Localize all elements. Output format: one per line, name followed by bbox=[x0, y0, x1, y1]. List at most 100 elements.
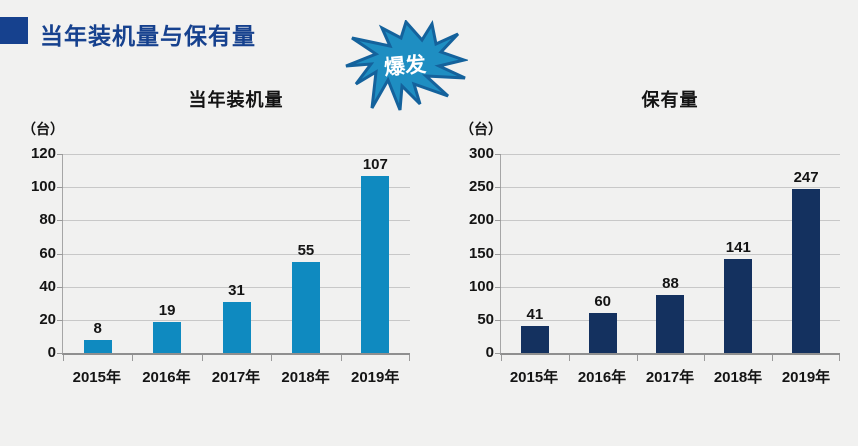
y-axis-tick-label: 40 bbox=[39, 277, 56, 295]
y-axis-tick-label: 150 bbox=[468, 244, 494, 262]
y-axis-tick bbox=[495, 286, 501, 288]
bar-value-label: 55 bbox=[297, 241, 315, 259]
y-axis-tick bbox=[495, 187, 501, 189]
x-axis-label: 2015年 bbox=[72, 369, 121, 386]
chart-annual-installations: 当年装机量 （台） 0 20 40 60 80 100 120 8 19 31 55 107 2015… bbox=[22, 86, 410, 416]
bar: 107 bbox=[361, 156, 390, 353]
x-axis-tick bbox=[201, 355, 203, 361]
bar-slot: 107 bbox=[341, 154, 410, 353]
x-axis-label: 2016年 bbox=[577, 369, 627, 386]
gridline bbox=[63, 286, 410, 288]
y-axis-tick bbox=[495, 353, 501, 354]
gridline bbox=[501, 220, 840, 222]
bar-slot: 55 bbox=[271, 154, 340, 353]
bar: 19 bbox=[153, 302, 182, 353]
x-axis-label: 2019年 bbox=[781, 369, 831, 386]
y-axis-tick-label: 100 bbox=[30, 178, 56, 196]
y-axis-tick-label: 80 bbox=[39, 211, 56, 229]
x-axis-tick bbox=[132, 355, 134, 361]
gridline bbox=[63, 220, 410, 222]
y-axis-tick-label: 0 bbox=[485, 344, 494, 361]
gridline bbox=[63, 154, 410, 155]
x-axis-tick bbox=[568, 355, 570, 361]
y-axis-tick-label: 200 bbox=[468, 211, 494, 229]
y-axis-tick-label: 60 bbox=[39, 244, 56, 262]
bar: 31 bbox=[222, 282, 251, 353]
chart-title: 当年装机量 bbox=[188, 90, 284, 110]
gridline bbox=[501, 154, 840, 155]
bar: 41 bbox=[520, 306, 549, 353]
y-axis-tick bbox=[57, 154, 63, 155]
x-axis-labels: 2015年 2016年 2017年 2018年 2019年 bbox=[500, 366, 840, 387]
chart-title: 保有量 bbox=[641, 90, 699, 110]
title-accent-square bbox=[0, 17, 28, 44]
x-axis-tick bbox=[839, 355, 840, 361]
y-axis-tick bbox=[57, 187, 63, 189]
bar-value-label: 8 bbox=[93, 319, 102, 337]
bar: 141 bbox=[724, 239, 753, 353]
y-axis-tick-label: 50 bbox=[477, 310, 494, 328]
chart-ownership: 保有量 （台） 0 50 100 150 200 250 300 41 60 88 141 247 2… bbox=[460, 86, 840, 416]
burst-badge: 爆发 bbox=[345, 20, 468, 111]
bar-slot: 247 bbox=[772, 154, 840, 353]
x-axis-labels: 2015年 2016年 2017年 2018年 2019年 bbox=[62, 366, 410, 387]
x-axis-tick bbox=[271, 355, 273, 361]
bar: 8 bbox=[83, 320, 112, 353]
x-axis-tick bbox=[772, 355, 774, 361]
burst-label: 爆发 bbox=[383, 52, 428, 80]
burst-shape bbox=[345, 20, 468, 111]
bars-layer: 41 60 88 141 247 bbox=[501, 154, 840, 353]
y-axis-tick bbox=[495, 319, 501, 321]
bar-slot: 60 bbox=[569, 154, 637, 353]
bar-value-label: 41 bbox=[526, 305, 544, 323]
bars-layer: 8 19 31 55 107 bbox=[63, 154, 410, 353]
x-axis-label: 2018年 bbox=[713, 369, 763, 386]
page-title: 当年装机量与保有量 bbox=[40, 23, 256, 49]
bar: 247 bbox=[792, 169, 821, 353]
gridline bbox=[501, 187, 840, 189]
bar-value-label: 19 bbox=[158, 301, 176, 319]
gridline bbox=[63, 187, 410, 189]
y-axis-tick bbox=[495, 154, 501, 155]
bar-value-label: 60 bbox=[594, 293, 612, 311]
bar-value-label: 31 bbox=[228, 281, 245, 299]
x-axis-label: 2016年 bbox=[142, 369, 191, 386]
y-axis-tick-label: 120 bbox=[30, 145, 56, 162]
gridline bbox=[63, 253, 410, 255]
y-axis-tick bbox=[57, 220, 63, 222]
y-axis-tick bbox=[495, 253, 501, 255]
bar-slot: 31 bbox=[202, 154, 271, 353]
y-axis-tick-label: 250 bbox=[468, 178, 494, 196]
y-axis-tick-label: 0 bbox=[47, 344, 56, 361]
x-axis-label: 2017年 bbox=[645, 369, 695, 386]
y-axis-tick bbox=[57, 286, 63, 288]
plot-area: 0 50 100 150 200 250 300 41 60 88 141 247 bbox=[469, 146, 840, 361]
bar: 55 bbox=[291, 242, 320, 353]
bar-slot: 19 bbox=[132, 154, 201, 353]
x-axis-tick bbox=[636, 355, 638, 361]
y-axis-tick bbox=[57, 319, 63, 321]
y-axis-tick-label: 300 bbox=[468, 145, 494, 162]
y-axis-tick-label: 100 bbox=[468, 277, 494, 295]
x-axis-label: 2017年 bbox=[211, 369, 261, 386]
bar-value-label: 107 bbox=[362, 155, 388, 173]
bar-value-label: 88 bbox=[662, 274, 679, 292]
gridline bbox=[501, 286, 840, 288]
y-axis-tick bbox=[495, 220, 501, 222]
gridline bbox=[501, 253, 840, 255]
bar-slot: 141 bbox=[704, 154, 772, 353]
y-axis-unit-label: （台） bbox=[460, 121, 502, 137]
x-axis-label: 2015年 bbox=[509, 369, 559, 386]
x-axis-tick bbox=[340, 355, 342, 361]
y-axis-tick bbox=[57, 353, 63, 354]
bar: 88 bbox=[656, 275, 685, 353]
x-axis-label: 2018年 bbox=[281, 369, 330, 386]
x-axis-tick bbox=[501, 355, 502, 361]
y-axis-tick-label: 20 bbox=[39, 310, 56, 328]
bar-value-label: 141 bbox=[725, 239, 751, 257]
x-axis-tick bbox=[63, 355, 64, 361]
y-axis-tick bbox=[57, 253, 63, 255]
bar-slot: 41 bbox=[501, 154, 569, 353]
x-axis-tick bbox=[409, 355, 410, 361]
bar-slot: 88 bbox=[637, 154, 705, 353]
